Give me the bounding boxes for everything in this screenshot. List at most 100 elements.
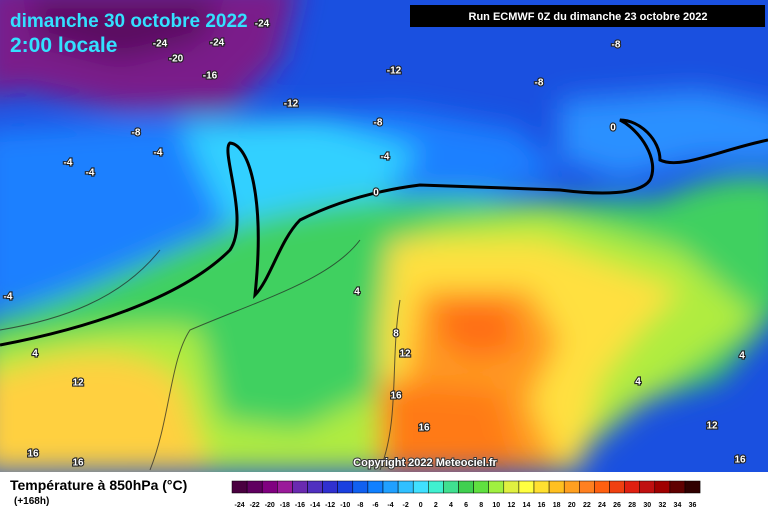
scale-label: -10 bbox=[340, 502, 350, 509]
scale-cell bbox=[563, 480, 580, 494]
scale-cell bbox=[443, 480, 459, 494]
contour-label: 16 bbox=[27, 449, 39, 460]
contour-label: -8 bbox=[612, 40, 621, 51]
zero-isotherm bbox=[0, 118, 768, 347]
contour-label: -24 bbox=[153, 39, 168, 50]
scale-label: -20 bbox=[265, 502, 275, 509]
scale-label: -18 bbox=[280, 502, 290, 509]
scale-label: 34 bbox=[674, 502, 682, 509]
scale-label: 30 bbox=[643, 502, 651, 509]
contour-label: -4 bbox=[4, 292, 13, 303]
scale-label: 10 bbox=[492, 502, 500, 509]
scale-cell bbox=[337, 480, 354, 494]
scale-cell bbox=[624, 480, 640, 494]
contour-label: 12 bbox=[706, 421, 718, 432]
scale-label: 36 bbox=[689, 502, 697, 509]
scale-cell bbox=[503, 480, 520, 494]
scale-label: -12 bbox=[325, 502, 335, 509]
contour-label: -24 bbox=[255, 19, 270, 30]
scale-cell bbox=[292, 480, 308, 494]
contour-label: 16 bbox=[72, 458, 84, 469]
scale-cell bbox=[231, 480, 248, 494]
scale-cell bbox=[594, 480, 610, 494]
scale-label: -8 bbox=[357, 502, 363, 509]
scale-cell bbox=[669, 480, 686, 494]
contour-label: -4 bbox=[154, 148, 163, 159]
scale-cell bbox=[352, 480, 369, 494]
contour-label: 0 bbox=[610, 123, 616, 134]
legend-subtitle: (+168h) bbox=[14, 496, 49, 507]
date: dimanche 30 octobre 2022 bbox=[10, 11, 248, 32]
contour-label: 16 bbox=[734, 455, 746, 466]
contour-label: 4 bbox=[635, 377, 641, 388]
scale-label: -24 bbox=[234, 502, 244, 509]
contour-label: -16 bbox=[203, 71, 218, 82]
scale-label: -22 bbox=[250, 502, 260, 509]
scale-label: -14 bbox=[310, 502, 320, 509]
time: 2:00 locale bbox=[10, 34, 117, 57]
scale-cell bbox=[518, 480, 535, 494]
scale-cell bbox=[246, 480, 263, 494]
scale-cell bbox=[382, 480, 399, 494]
scale-cell bbox=[609, 480, 625, 494]
contour-label: 12 bbox=[399, 349, 411, 360]
scale-label: 32 bbox=[658, 502, 666, 509]
scale-label: 0 bbox=[419, 502, 423, 509]
contour-label: 0 bbox=[373, 188, 379, 199]
scale-cell bbox=[548, 480, 565, 494]
scale-label: 4 bbox=[449, 502, 453, 509]
scale-label: 22 bbox=[583, 502, 591, 509]
contour-label: -8 bbox=[374, 118, 383, 129]
contour-label: -12 bbox=[284, 99, 299, 110]
scale-cell bbox=[397, 480, 414, 494]
scale-label: 16 bbox=[538, 502, 546, 509]
scale-label: -2 bbox=[403, 502, 409, 509]
contour-label: 16 bbox=[418, 423, 430, 434]
scale-label: 28 bbox=[628, 502, 636, 509]
contour-label: 8 bbox=[393, 329, 399, 340]
legend-title: Température à 850hPa (°C) bbox=[10, 477, 187, 493]
contour-label: -20 bbox=[169, 54, 184, 65]
contour-label: -24 bbox=[210, 38, 225, 49]
scale-cell bbox=[277, 480, 293, 494]
scale-label: 6 bbox=[464, 502, 468, 509]
scale-label: -6 bbox=[372, 502, 378, 509]
contour-label: -4 bbox=[86, 168, 95, 179]
contour-label: -8 bbox=[132, 128, 141, 139]
contour-label: -4 bbox=[64, 158, 73, 169]
scale-label: 8 bbox=[479, 502, 483, 509]
scale-label: 14 bbox=[523, 502, 531, 509]
scale-cell bbox=[458, 480, 474, 494]
contour-label: -4 bbox=[381, 152, 390, 163]
contour-label: -8 bbox=[535, 78, 544, 89]
scale-cell bbox=[307, 480, 323, 494]
scale-cell bbox=[428, 480, 444, 494]
scale-label: 18 bbox=[553, 502, 561, 509]
copyright: Copyright 2022 Meteociel.fr bbox=[353, 457, 497, 469]
scale-cell bbox=[412, 480, 429, 494]
scale-label: 20 bbox=[568, 502, 576, 509]
contour-labels: -24-24 -24-20-16 -12-12-8-8-8-8-4-4-4-4-40… bbox=[2, 18, 747, 470]
scale-cell bbox=[473, 480, 489, 494]
temperature-field bbox=[0, 0, 768, 472]
scale-cell bbox=[367, 480, 384, 494]
scale-cell bbox=[579, 480, 595, 494]
contour-label: 4 bbox=[354, 287, 360, 298]
scale-label: -4 bbox=[387, 502, 393, 509]
scale-label: 24 bbox=[598, 502, 606, 509]
scale-cell bbox=[488, 480, 505, 494]
scale-label: 2 bbox=[434, 502, 438, 509]
scale-cell bbox=[654, 480, 671, 494]
run-info: Run ECMWF 0Z du dimanche 23 octobre 2022 bbox=[469, 11, 708, 23]
contour-label: -12 bbox=[387, 66, 402, 77]
scale-cell bbox=[261, 480, 278, 494]
scale-label: 12 bbox=[507, 502, 515, 509]
scale-label: 26 bbox=[613, 502, 621, 509]
scale-label: -16 bbox=[295, 502, 305, 509]
contour-label: 4 bbox=[32, 349, 38, 360]
scale-cell bbox=[533, 480, 550, 494]
run-box bbox=[410, 5, 765, 27]
contour-label: 4 bbox=[739, 351, 745, 362]
scale-cell bbox=[322, 480, 338, 494]
